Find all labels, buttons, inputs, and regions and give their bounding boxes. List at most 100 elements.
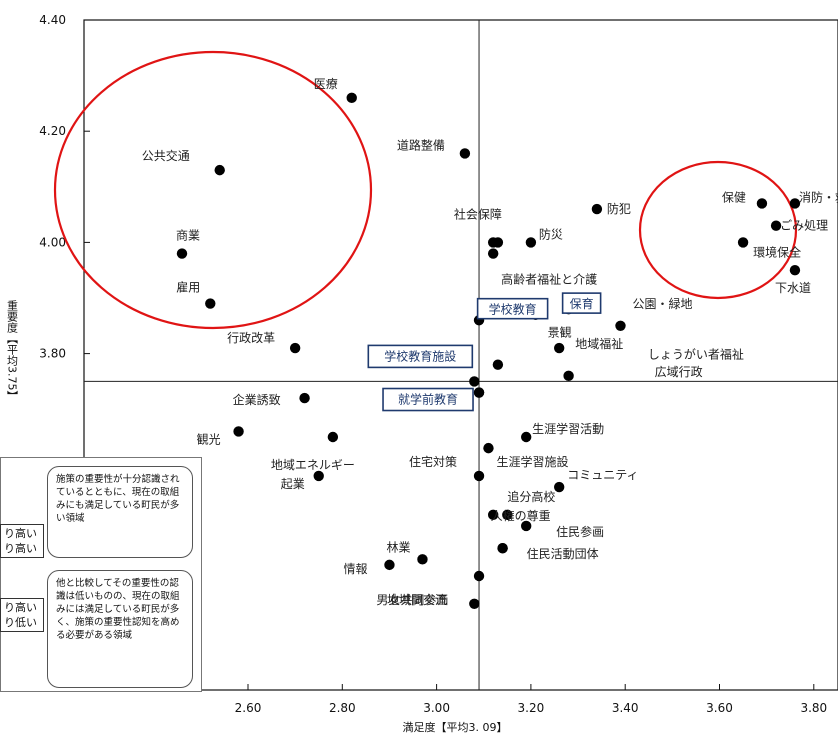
data-point — [492, 359, 504, 370]
data-point — [487, 237, 499, 248]
data-label: 人権の尊重 — [491, 508, 551, 523]
data-label: 環境保全 — [753, 244, 801, 259]
data-label: 公園・緑地 — [632, 296, 692, 311]
x-tick-label: 2.60 — [235, 701, 262, 715]
data-label-box — [561, 292, 602, 314]
data-label: 男女共同参画 — [376, 592, 448, 607]
data-point — [473, 470, 485, 482]
data-point — [384, 559, 395, 571]
highlight-circle-left — [53, 50, 373, 330]
data-label: 観光 — [197, 432, 221, 446]
data-point — [346, 92, 357, 104]
data-label: ごみ処理 — [780, 218, 828, 233]
svg-text:重要度【平均3.75】: 重要度【平均3.75】 — [6, 299, 19, 402]
data-point — [756, 198, 768, 209]
data-point — [737, 237, 749, 248]
data-label-box — [367, 344, 474, 369]
data-label: 広域行政 — [655, 365, 703, 379]
data-label: 生涯学習活動 — [532, 421, 604, 436]
data-point — [299, 392, 310, 404]
data-label: 地域福祉 — [575, 336, 623, 351]
legend-label-line: り低い — [4, 616, 37, 629]
x-tick-label: 3.60 — [706, 701, 733, 715]
data-label: 道路整備 — [397, 137, 445, 152]
x-axis-ticks: 2.602.803.003.203.403.603.804.00 — [235, 684, 827, 715]
data-label: しょうがい者福祉 — [648, 347, 744, 362]
data-label: 保健 — [722, 190, 746, 204]
data-point — [789, 265, 801, 276]
data-point — [553, 481, 565, 493]
data-label: 防犯 — [607, 201, 631, 216]
x-axis-title: 満足度【平均3. 09】 — [403, 720, 508, 734]
x-tick-label: 3.40 — [612, 701, 639, 715]
y-tick-label: 4.00 — [39, 235, 66, 249]
data-label: 医療 — [314, 77, 338, 91]
data-label: 高齢者福祉と介護 — [501, 272, 597, 287]
data-label: 防災 — [539, 226, 563, 241]
callout-low-importance-high-satisfaction: 他と比較してその重要性の認識は低いものの、現在の取組みには満足している町民が多く… — [47, 570, 193, 688]
legend-label-high-high: り高い り高い — [0, 524, 44, 558]
data-point — [520, 431, 532, 443]
data-label: 住民参画 — [556, 524, 604, 539]
legend-label-line: り高い — [4, 542, 37, 555]
data-point — [205, 298, 216, 309]
data-point — [520, 520, 532, 532]
data-point — [233, 426, 244, 437]
x-tick-label: 3.20 — [518, 701, 545, 715]
data-label: 追分高校 — [507, 489, 555, 504]
data-label: 学校教育 — [489, 302, 537, 317]
data-label: 就学前教育 — [398, 392, 458, 407]
data-label: 消防・救急 — [799, 189, 838, 204]
highlight-circle-right — [638, 160, 798, 300]
data-label: 社会保障 — [454, 206, 502, 221]
data-point — [553, 342, 565, 354]
y-axis-title: 重要度【平均3.75】 — [6, 299, 19, 402]
legend-label-line: り高い — [4, 601, 37, 614]
data-point — [469, 376, 480, 387]
data-label: 企業誘致 — [233, 392, 281, 407]
data-label: 雇用 — [176, 280, 200, 295]
data-label: 林業 — [386, 540, 410, 554]
data-point — [487, 509, 499, 521]
data-point — [525, 237, 537, 248]
data-label: 景観 — [548, 326, 572, 340]
data-point — [770, 220, 782, 231]
data-label: 地域間交流 — [387, 592, 447, 607]
data-label: 行政改革 — [227, 331, 275, 345]
data-point — [615, 320, 626, 331]
x-tick-label: 2.80 — [329, 701, 356, 715]
data-label: 保育 — [570, 296, 594, 311]
data-point — [497, 543, 508, 554]
y-axis-ticks: 4.40 4.20 4.00 3.80 — [39, 13, 90, 361]
y-tick-label: 4.20 — [39, 124, 66, 138]
data-point — [487, 248, 499, 259]
data-label-box — [476, 297, 549, 320]
data-label: 公共交通 — [142, 148, 190, 163]
data-point — [417, 554, 428, 565]
data-point — [483, 442, 494, 454]
data-point — [176, 248, 188, 259]
data-label: 下水道 — [775, 281, 811, 295]
data-point — [563, 370, 574, 382]
data-label: コミュニティ — [567, 468, 638, 482]
x-tick-label: 3.80 — [800, 701, 827, 715]
data-label: 住宅対策 — [409, 454, 457, 469]
callout-high-importance-high-satisfaction: 施策の重要性が十分認識されているとともに、現在の取組みにも満足している町民が多い… — [47, 466, 193, 558]
data-point — [289, 342, 301, 354]
data-label: 学校教育施設 — [384, 348, 456, 363]
x-tick-label: 3.00 — [423, 701, 450, 715]
data-point — [313, 470, 324, 482]
y-tick-label: 3.80 — [39, 347, 66, 361]
legend-label-high-low: り高い り低い — [0, 598, 44, 632]
legend-panel: り高い り高い り高い り低い 施策の重要性が十分認識されているとともに、現在の… — [0, 457, 202, 692]
data-point — [789, 198, 801, 209]
data-label: 住民活動団体 — [527, 547, 599, 561]
data-label: 生涯学習施設 — [496, 454, 568, 469]
y-tick-label: 4.40 — [39, 13, 66, 27]
data-point — [214, 164, 225, 176]
data-point — [473, 387, 485, 398]
data-label: 情報 — [343, 562, 367, 576]
data-label-box — [382, 387, 474, 412]
